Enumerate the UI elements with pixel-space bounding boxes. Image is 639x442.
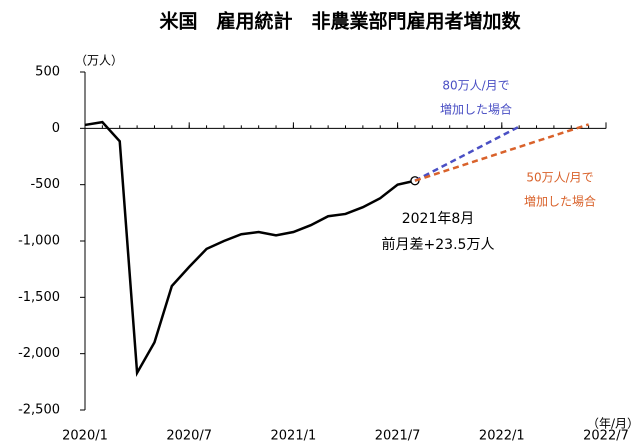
- x-unit: （年/月）: [587, 417, 639, 431]
- x-tick-label: 2022/7: [583, 429, 629, 442]
- line: [414, 123, 590, 182]
- line: [84, 120, 416, 377]
- y-tick-label: -1,500: [18, 290, 60, 305]
- annotation: 前月差+23.5万人: [382, 236, 495, 253]
- y-tick-label: -2,000: [18, 346, 60, 361]
- y-tick-label: -1,000: [18, 234, 60, 249]
- y-tick-label: 500: [35, 65, 60, 80]
- annotation: 50万人/月で: [526, 171, 593, 185]
- chart-title: 米国 雇用統計 非農業部門雇用者増加数: [159, 10, 521, 33]
- x-tick-label: 2020/1: [62, 429, 108, 442]
- x-tick-label: 2021/1: [271, 429, 317, 442]
- x-tick-label: 2022/1: [479, 429, 525, 442]
- y-tick-label: -500: [30, 177, 60, 192]
- annotation: 増加した場合: [524, 194, 596, 209]
- annotation: 2021年8月: [402, 211, 475, 227]
- annotation: 増加した場合: [440, 102, 512, 117]
- y-tick-label: 0: [52, 121, 60, 136]
- annotation: 80万人/月で: [442, 79, 509, 93]
- y-unit: （万人）: [75, 54, 123, 68]
- y-tick-label: -2,500: [18, 403, 60, 418]
- line: [414, 125, 520, 182]
- x-tick-label: 2021/7: [375, 429, 421, 442]
- x-tick-label: 2020/7: [166, 429, 212, 442]
